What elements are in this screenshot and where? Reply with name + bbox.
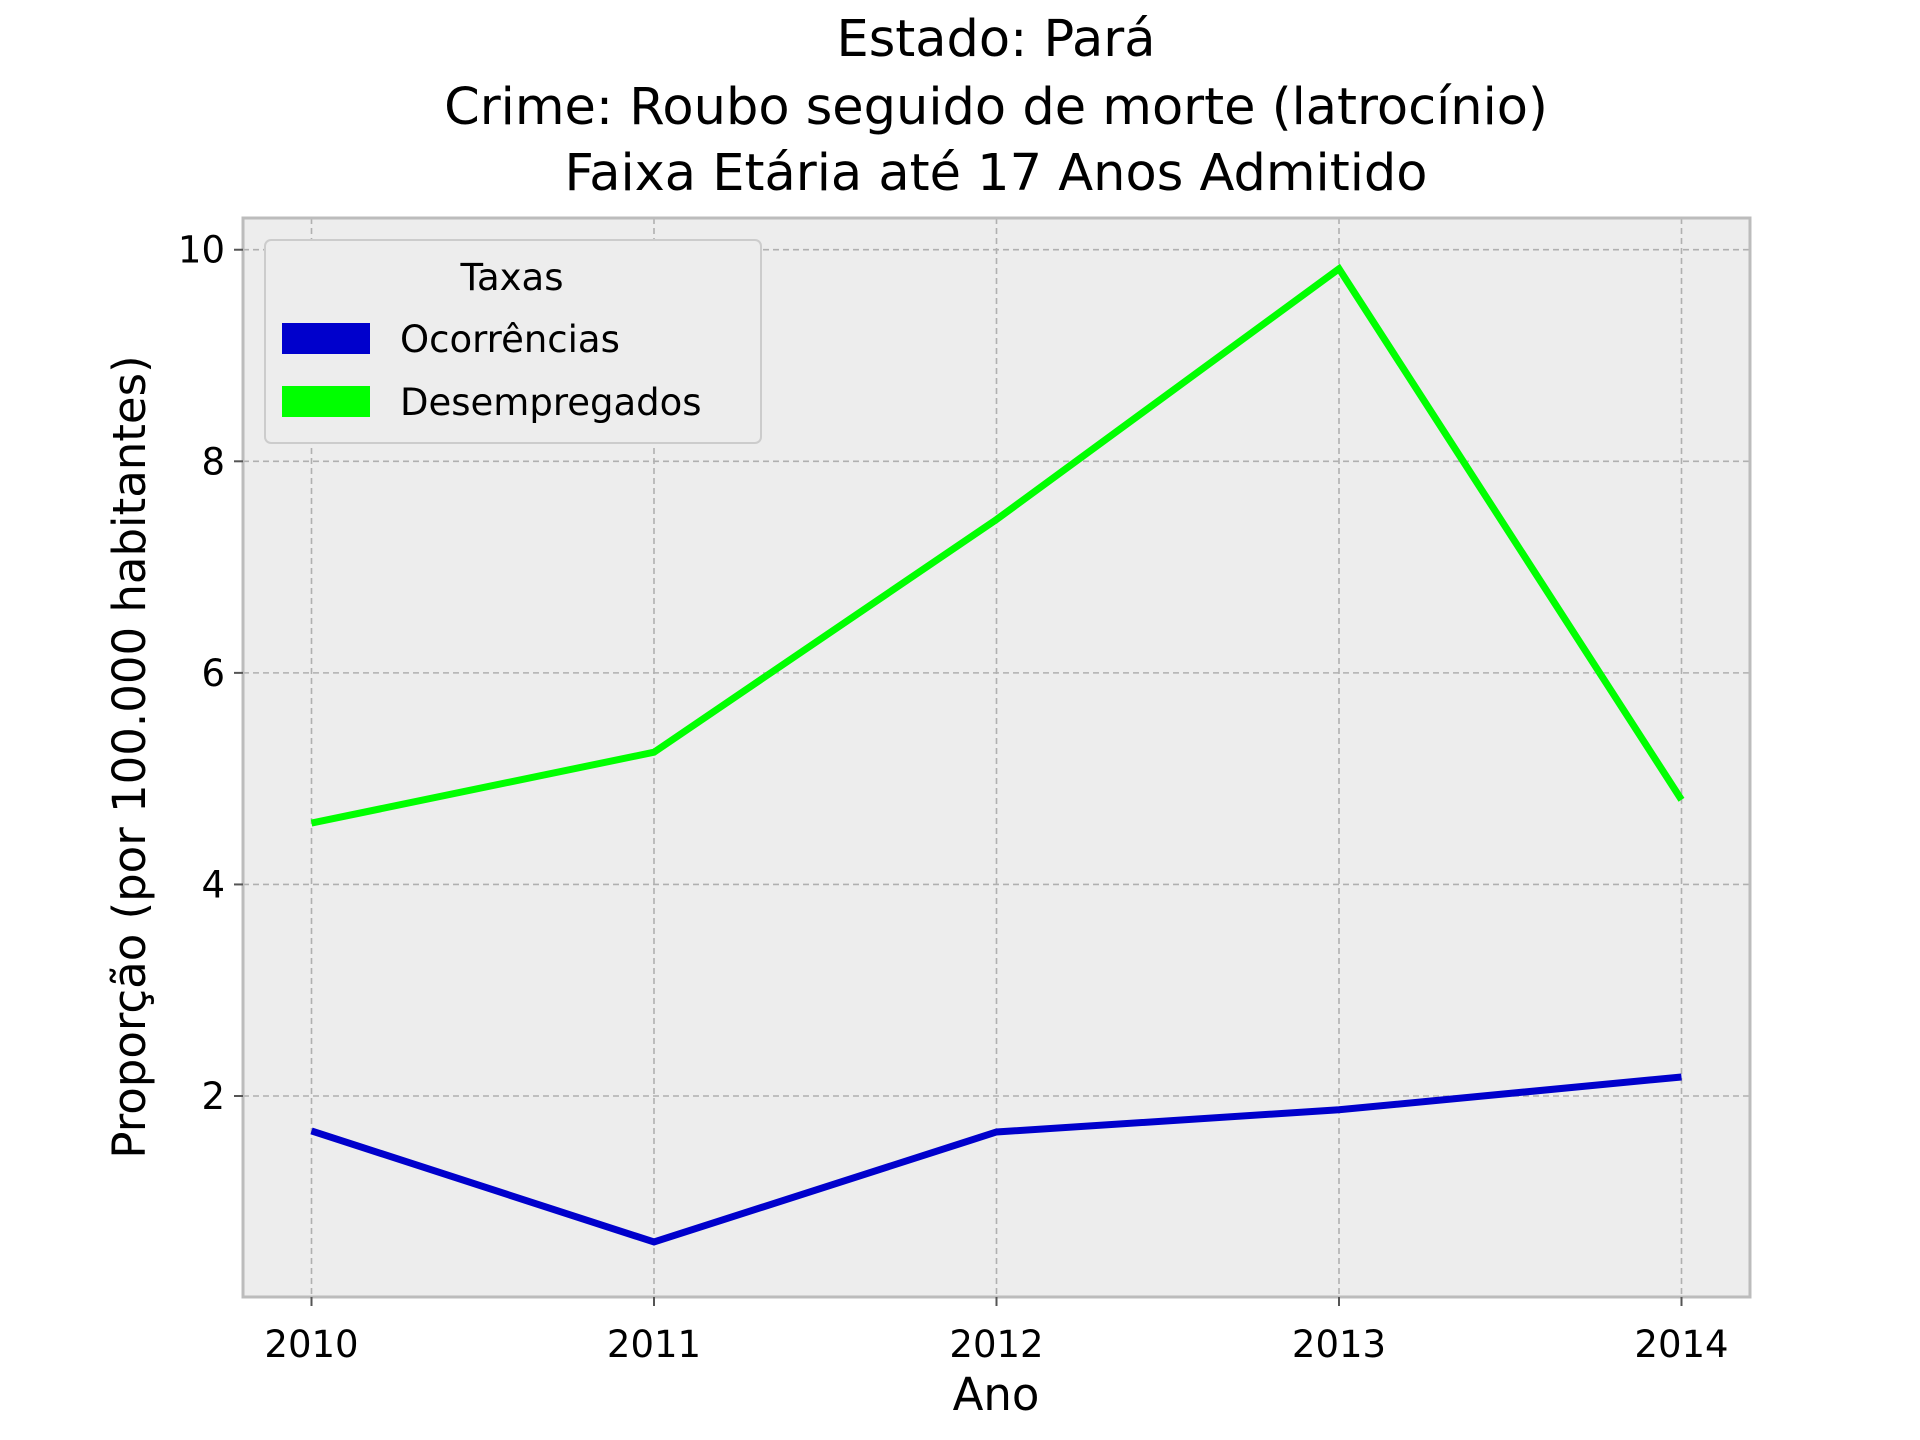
- legend: Taxas Ocorrências Desempregados: [264, 239, 762, 444]
- x-tick-label: 2012: [949, 1323, 1043, 1366]
- series-line-2: [310, 263, 1685, 827]
- x-tick-label: 2010: [264, 1323, 358, 1366]
- title-line-1: Estado: Pará: [837, 10, 1156, 69]
- y-tick-label: 4: [201, 863, 225, 906]
- x-axis-label: Ano: [953, 1368, 1040, 1421]
- y-tick-label: 8: [201, 440, 225, 483]
- title-line-3: Faixa Etária até 17 Anos Admitido: [565, 144, 1428, 203]
- x-tick-label: 2011: [607, 1323, 701, 1366]
- x-axis-ticks: 2010 2011 2012 2013 2014: [264, 1297, 1729, 1366]
- x-tick-label: 2013: [1292, 1323, 1386, 1366]
- legend-swatch-2: [282, 386, 370, 417]
- y-tick-label: 6: [201, 652, 225, 695]
- legend-swatch-1: [282, 323, 370, 354]
- legend-box: [264, 239, 762, 444]
- legend-entries: Ocorrências Desempregados: [282, 318, 702, 424]
- y-axis-label: Proporção (por 100.000 habitantes): [103, 355, 156, 1158]
- y-tick-label: 2: [201, 1075, 225, 1118]
- y-tick-label: 10: [178, 229, 225, 272]
- x-tick-label: 2014: [1634, 1323, 1728, 1366]
- legend-label-2: Desempregados: [400, 381, 702, 424]
- series-lines: [310, 263, 1685, 1246]
- legend-title: Taxas: [460, 256, 564, 299]
- legend-label-1: Ocorrências: [400, 318, 620, 361]
- y-axis-ticks: 2 4 6 8 10: [178, 229, 243, 1118]
- series-line-1: [310, 1073, 1682, 1246]
- chart-title: Estado: Pará Crime: Roubo seguido de mor…: [444, 10, 1548, 203]
- title-line-2: Crime: Roubo seguido de morte (latrocíni…: [444, 78, 1548, 137]
